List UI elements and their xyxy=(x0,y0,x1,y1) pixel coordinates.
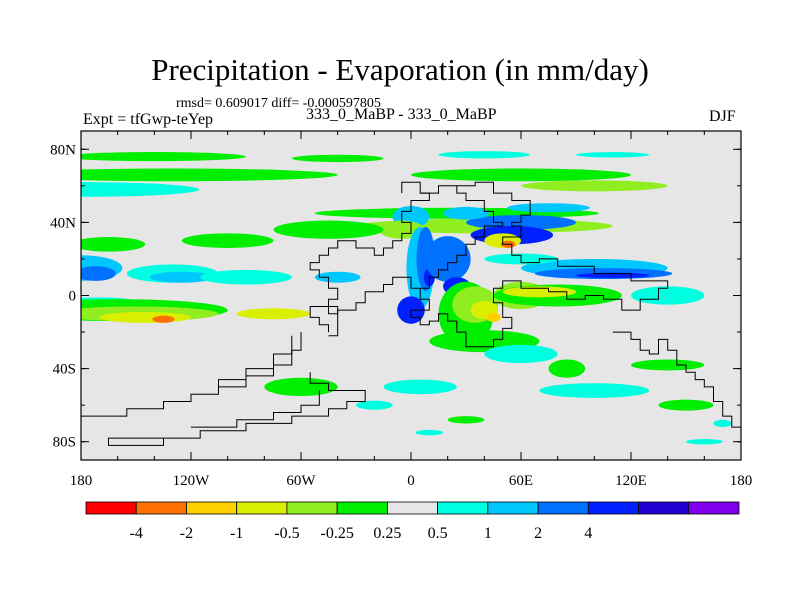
y-tick-label: 80N xyxy=(50,142,76,158)
colorbar-box xyxy=(135,501,187,515)
contour-region xyxy=(486,312,501,323)
colorbar-box xyxy=(437,501,489,515)
contour-region xyxy=(236,308,311,320)
y-tick-label: 80S xyxy=(53,435,76,451)
rmsd-stats: rmsd= 0.609017 diff= -0.000597805 xyxy=(176,96,381,111)
contour-region xyxy=(181,233,274,248)
chart-title: Precipitation - Evaporation (in mm/day) xyxy=(151,52,649,87)
colorbar-box xyxy=(587,501,639,515)
contour-region xyxy=(502,286,576,298)
coastline xyxy=(410,181,669,348)
colorbar-box xyxy=(386,501,439,515)
coastline xyxy=(218,335,293,387)
contour-region xyxy=(291,154,384,163)
contour-fill-layer xyxy=(81,151,732,445)
contour-region xyxy=(81,237,146,252)
contour-region xyxy=(576,152,650,158)
colorbar-label: 2 xyxy=(534,525,542,542)
contour-region xyxy=(200,269,292,285)
coastline xyxy=(309,181,430,333)
contour-region xyxy=(507,203,590,213)
season-label: DJF xyxy=(709,108,736,125)
x-tick-label: 120W xyxy=(173,473,211,489)
colorbar-box xyxy=(186,501,238,515)
contour-region xyxy=(548,359,586,378)
colorbar-box xyxy=(688,501,740,515)
contour-region xyxy=(264,377,338,397)
colorbar-box xyxy=(537,501,589,515)
colorbar-label: -0.5 xyxy=(274,525,299,542)
colorbar-label: 0.25 xyxy=(373,525,401,542)
contour-region xyxy=(81,266,116,281)
contour-region xyxy=(383,379,457,395)
coastline xyxy=(108,372,366,446)
comparison-label: 333_0_MaBP - 333_0_MaBP xyxy=(306,106,497,123)
colorbar: -4 -2 -1 -0.5 -0.25 0.25 0.5 1 2 4 xyxy=(85,501,740,542)
coastline xyxy=(191,390,320,428)
contour-region xyxy=(686,438,723,445)
contour-region xyxy=(81,152,246,162)
contour-region xyxy=(314,271,361,283)
coastline xyxy=(328,276,421,337)
colorbar-box xyxy=(487,501,539,515)
colorbar-label: -1 xyxy=(230,525,243,542)
contour-region xyxy=(99,311,191,323)
colorbar-label: 0.5 xyxy=(428,525,448,542)
x-tick-label: 0 xyxy=(407,473,415,489)
x-tick-label: 60E xyxy=(509,473,533,489)
y-tick-label: 40S xyxy=(53,362,76,378)
contour-region xyxy=(631,359,705,371)
coastline xyxy=(612,331,741,428)
contour-region xyxy=(484,344,558,364)
colorbar-label: -2 xyxy=(180,525,193,542)
colorbar-label: -0.25 xyxy=(320,525,353,542)
contour-region xyxy=(149,271,214,283)
contour-region xyxy=(273,220,384,239)
contour-region xyxy=(443,206,489,220)
contour-region xyxy=(356,400,393,410)
contour-region xyxy=(539,383,650,398)
axes: 180 120W 60W 0 60E 120E 180 80N 40N 0 40S 80S xyxy=(50,130,753,489)
contour-region xyxy=(438,151,531,159)
contour-region xyxy=(447,416,485,424)
colorbar-label: 1 xyxy=(484,525,492,542)
colorbar-box xyxy=(236,501,288,515)
contour-region xyxy=(424,236,471,282)
colorbar-label: -4 xyxy=(130,525,143,542)
contour-region xyxy=(81,168,338,182)
contour-region xyxy=(658,399,714,411)
contour-region xyxy=(152,315,175,323)
colorbar-label: 4 xyxy=(584,525,592,542)
x-tick-label: 180 xyxy=(730,473,753,489)
contour-region xyxy=(521,180,668,192)
x-tick-label: 60W xyxy=(286,473,316,489)
contour-region xyxy=(81,182,200,197)
contour-region xyxy=(713,419,732,428)
colorbar-box xyxy=(336,501,388,515)
experiment-label: Expt = tfGwp-teYep xyxy=(83,111,214,128)
y-tick-label: 40N xyxy=(50,215,76,231)
x-tick-label: 180 xyxy=(70,473,93,489)
coastline-layer xyxy=(81,181,741,446)
colorbar-box xyxy=(638,501,690,515)
contour-region xyxy=(631,286,705,305)
contour-region xyxy=(411,168,631,182)
contour-region xyxy=(415,429,444,436)
colorbar-box xyxy=(286,501,338,515)
colorbar-box xyxy=(85,501,137,515)
x-tick-label: 120E xyxy=(615,473,647,489)
y-tick-label: 0 xyxy=(69,289,77,305)
